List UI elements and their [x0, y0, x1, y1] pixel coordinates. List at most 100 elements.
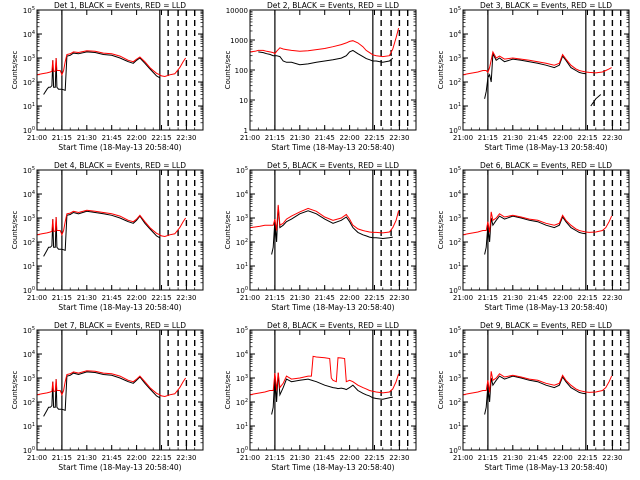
x-axis-label: Start Time (18-May-13 20:58:40)	[58, 143, 181, 152]
x-tick-label: 21:45	[102, 454, 122, 462]
y-tick-label: 100	[236, 446, 248, 455]
y-tick-label: 1000	[230, 37, 248, 45]
y-tick-label: 101	[23, 422, 35, 431]
y-tick-label: 105	[236, 166, 248, 175]
x-tick-label: 22:15	[151, 294, 171, 302]
x-tick-label: 21:15	[265, 294, 285, 302]
x-tick-label: 22:30	[602, 134, 622, 142]
x-axis-label: Start Time (18-May-13 20:58:40)	[271, 463, 394, 472]
x-tick-label: 22:00	[127, 454, 147, 462]
events-series-line	[271, 206, 393, 255]
x-tick-label: 22:30	[389, 294, 409, 302]
lld-series-line	[463, 211, 613, 236]
panel-det-2: Det 2, BLACK = Events, RED = LLD 1 10 100 10…	[224, 1, 417, 152]
x-tick-label: 21:45	[315, 294, 335, 302]
y-tick-label: 101	[449, 262, 461, 271]
x-tick-label: 21:45	[315, 454, 335, 462]
y-tick-label: 103	[449, 374, 461, 383]
y-tick-label: 100	[235, 67, 248, 75]
y-tick-label: 105	[449, 166, 461, 175]
x-tick-label: 22:00	[553, 294, 573, 302]
y-tick-label: 100	[23, 126, 35, 135]
y-tick-label: 100	[23, 446, 35, 455]
x-tick-label: 22:30	[389, 454, 409, 462]
x-tick-label: 22:00	[127, 134, 147, 142]
x-tick-label: 22:30	[176, 294, 196, 302]
x-axis-label: Start Time (18-May-13 20:58:40)	[484, 143, 607, 152]
y-tick-label: 104	[449, 30, 461, 39]
y-axis-label: Counts/sec	[11, 371, 19, 410]
x-tick-label: 22:00	[340, 454, 360, 462]
y-axis-label: Counts/sec	[437, 211, 445, 250]
plot-frame	[462, 9, 630, 131]
panel-det-3: Det 3, BLACK = Events, RED = LLD 100 101 10…	[437, 1, 630, 152]
y-tick-label: 102	[449, 238, 461, 247]
x-tick-label: 22:30	[389, 134, 409, 142]
x-tick-label: 21:30	[77, 454, 97, 462]
y-tick-label: 105	[449, 6, 461, 15]
y-tick-label: 103	[236, 374, 248, 383]
x-tick-label: 21:30	[290, 294, 310, 302]
y-tick-label: 103	[23, 54, 35, 63]
x-tick-label: 21:00	[240, 294, 260, 302]
events-series-line	[484, 215, 586, 255]
x-tick-label: 22:30	[176, 134, 196, 142]
y-tick-label: 101	[236, 422, 248, 431]
y-tick-label: 105	[23, 326, 35, 335]
y-tick-label: 101	[236, 262, 248, 271]
y-tick-label: 100	[449, 286, 461, 295]
plot-frame	[36, 169, 204, 291]
plot-frame	[36, 329, 204, 451]
lld-series-line	[250, 355, 400, 396]
x-tick-label: 22:00	[553, 134, 573, 142]
y-tick-label: 105	[23, 6, 35, 15]
y-tick-label: 10000	[226, 7, 248, 15]
y-tick-label: 104	[23, 30, 35, 39]
x-tick-label: 22:30	[602, 454, 622, 462]
x-tick-label: 21:30	[290, 134, 310, 142]
x-tick-label: 22:15	[577, 454, 597, 462]
y-axis-label: Counts/sec	[11, 211, 19, 250]
x-tick-label: 21:15	[52, 294, 72, 302]
y-tick-label: 1	[244, 127, 248, 135]
y-tick-label: 103	[23, 374, 35, 383]
x-tick-label: 21:00	[27, 294, 47, 302]
x-tick-label: 21:00	[27, 134, 47, 142]
y-axis-label: Counts/sec	[437, 51, 445, 90]
y-tick-label: 104	[23, 190, 35, 199]
plot-frame	[249, 329, 417, 451]
x-axis-label: Start Time (18-May-13 20:58:40)	[484, 463, 607, 472]
y-axis-label: Counts/sec	[11, 51, 19, 90]
events-series-line	[484, 375, 586, 415]
x-tick-label: 21:30	[503, 294, 523, 302]
x-tick-label: 21:45	[528, 454, 548, 462]
lld-series-line	[250, 204, 400, 234]
x-tick-label: 21:15	[265, 454, 285, 462]
y-tick-label: 102	[449, 398, 461, 407]
y-tick-label: 101	[449, 102, 461, 111]
y-tick-label: 105	[449, 326, 461, 335]
y-tick-label: 103	[23, 214, 35, 223]
x-tick-label: 22:15	[364, 134, 384, 142]
panel-det-8: Det 8, BLACK = Events, RED = LLD 100 101 10…	[224, 321, 417, 472]
y-tick-label: 101	[23, 262, 35, 271]
panel-title: Det 6, BLACK = Events, RED = LLD	[480, 161, 612, 170]
lld-series-line	[37, 370, 187, 398]
x-tick-label: 21:00	[453, 294, 473, 302]
y-tick-label: 105	[23, 166, 35, 175]
x-tick-label: 21:30	[77, 294, 97, 302]
y-tick-label: 102	[236, 398, 248, 407]
panel-title: Det 2, BLACK = Events, RED = LLD	[267, 1, 399, 10]
x-axis-label: Start Time (18-May-13 20:58:40)	[271, 303, 394, 312]
panel-title: Det 3, BLACK = Events, RED = LLD	[480, 1, 612, 10]
x-tick-label: 22:00	[340, 134, 360, 142]
x-tick-label: 22:00	[553, 454, 573, 462]
panel-title: Det 8, BLACK = Events, RED = LLD	[267, 321, 399, 330]
x-tick-label: 21:45	[315, 134, 335, 142]
x-tick-label: 21:00	[453, 134, 473, 142]
x-tick-label: 21:30	[290, 454, 310, 462]
x-tick-label: 22:15	[151, 134, 171, 142]
lld-series-line	[37, 209, 187, 238]
y-tick-label: 103	[236, 214, 248, 223]
